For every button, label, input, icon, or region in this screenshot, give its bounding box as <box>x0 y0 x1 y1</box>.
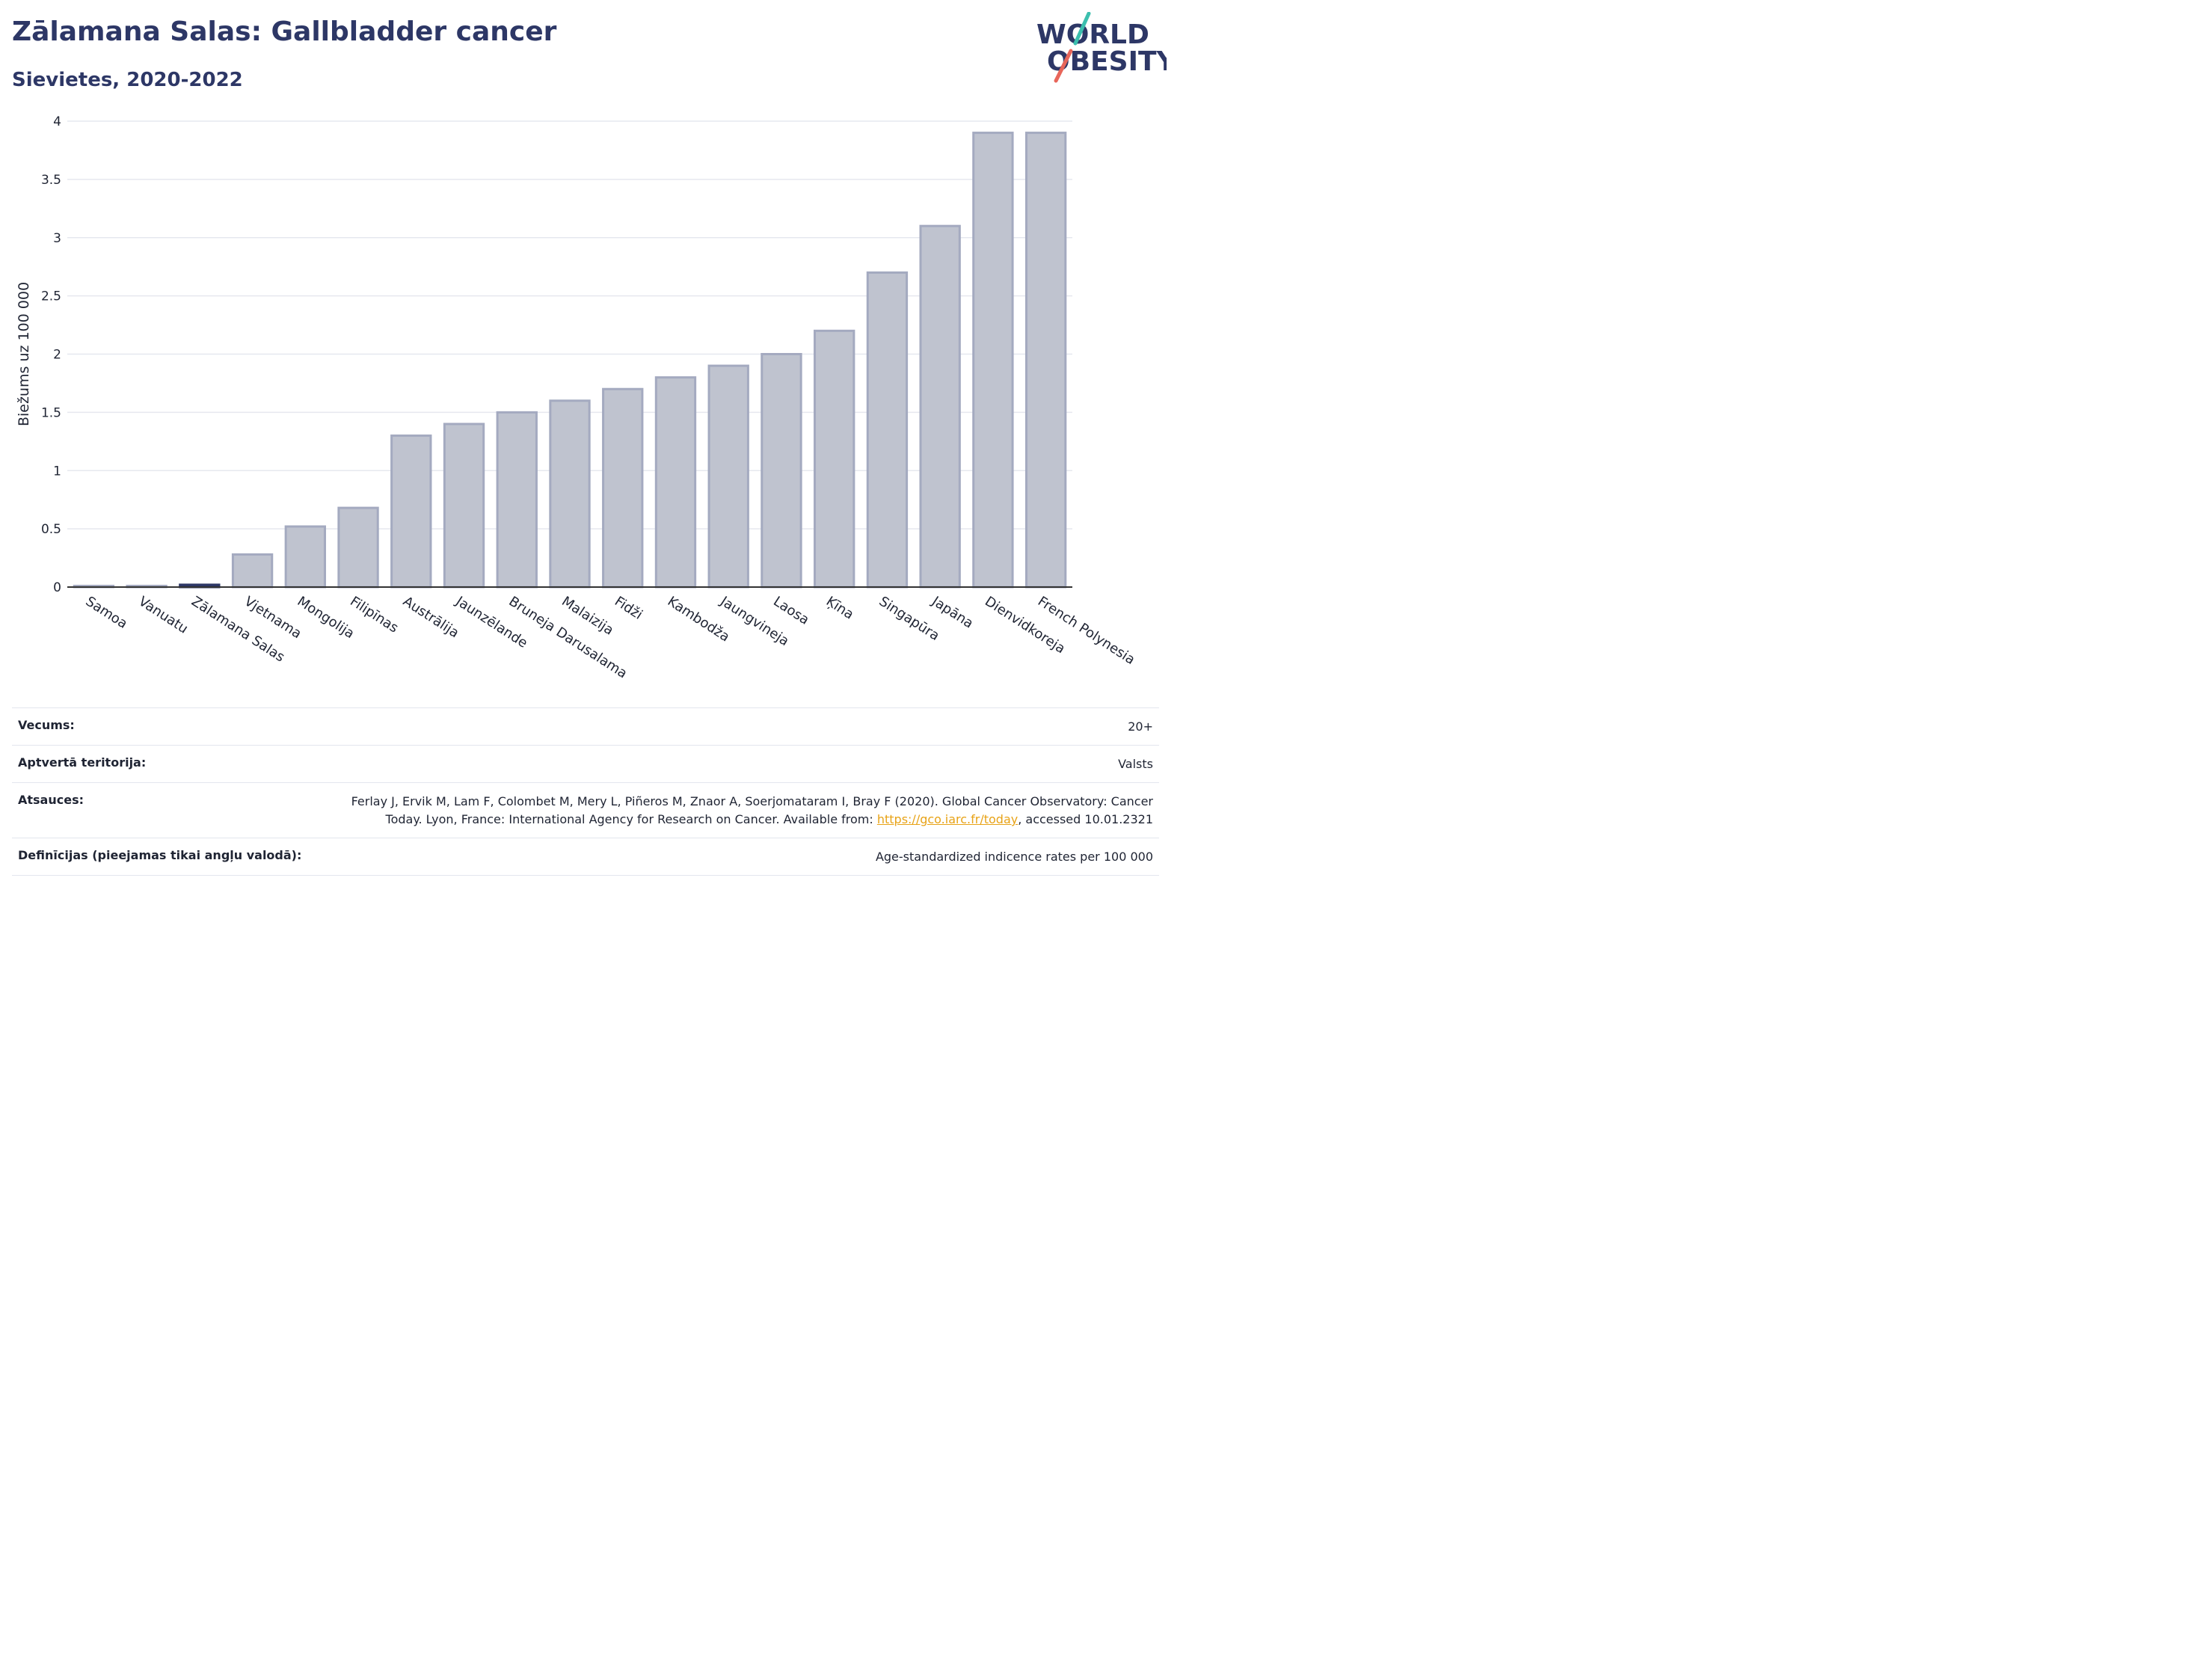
info-row-territory: Aptvertā teritorija: Valsts <box>12 745 1159 782</box>
bar-filipīnas <box>337 506 379 589</box>
info-row-references: Atsauces: Ferlay J, Ervik M, Lam F, Colo… <box>12 782 1159 838</box>
chart-subtitle: Sievietes, 2020-2022 <box>12 69 243 91</box>
info-label-references: Atsauces: <box>18 793 84 807</box>
x-tick-label: French Polynesia <box>1035 594 1138 668</box>
reference-link[interactable]: https://gco.iarc.fr/today <box>876 812 1019 826</box>
info-value-definitions: Age-standardized indicence rates per 100… <box>875 850 1153 864</box>
y-axis-label: Biežums uz 100 000 <box>16 282 32 426</box>
info-label-age: Vecums: <box>18 718 75 732</box>
x-tick-label: Laosa <box>770 594 811 628</box>
logo-slash-bottom <box>1054 49 1073 83</box>
logo-word-world: WORLD <box>1036 19 1149 50</box>
reference-text-line2: Today. Lyon, France: International Agenc… <box>385 812 877 826</box>
info-value-age: 20+ <box>1128 719 1153 734</box>
bar-ķīna <box>814 329 855 589</box>
y-tick-label: 1.5 <box>41 405 61 420</box>
y-tick-label: 0 <box>53 580 61 595</box>
x-tick-label: Samoa <box>83 594 130 632</box>
bar-french-polynesia <box>1024 132 1067 589</box>
y-axis-ticks: 0 0.5 1 1.5 2 2.5 3 3.5 4 <box>41 114 61 595</box>
bar-jaunzēlande <box>443 423 485 589</box>
info-value-territory: Valsts <box>1118 757 1153 771</box>
reference-text-line1: Ferlay J, Ervik M, Lam F, Colombet M, Me… <box>351 794 1153 808</box>
y-tick-label: 4 <box>53 114 61 129</box>
bar-mongolija <box>284 525 326 589</box>
world-obesity-logo: WORLD OBESITY <box>1036 12 1167 83</box>
info-value-references: Ferlay J, Ervik M, Lam F, Colombet M, Me… <box>351 793 1153 829</box>
y-tick-label: 1 <box>53 464 61 479</box>
bar-austrālija <box>390 435 432 589</box>
x-tick-label: Ķīna <box>823 594 856 623</box>
bar-malaizija <box>549 399 591 589</box>
x-tick-label: Mongolija <box>295 594 357 642</box>
info-label-territory: Aptvertā teritorija: <box>18 755 147 770</box>
bars <box>73 132 1067 589</box>
y-tick-label: 0.5 <box>41 522 61 537</box>
info-table: Vecums: 20+ Aptvertā teritorija: Valsts … <box>12 707 1159 876</box>
bar-singapūra <box>866 271 909 589</box>
bar-vjetnama <box>231 553 274 589</box>
bar-fidži <box>602 387 644 589</box>
y-tick-label: 2.5 <box>41 289 61 304</box>
x-tick-label: Austrālija <box>400 594 461 642</box>
reference-text-accessed: , accessed 10.01.2321 <box>1018 812 1153 826</box>
x-tick-label: Vanuatu <box>135 594 191 637</box>
y-tick-label: 2 <box>53 348 61 363</box>
bar-jaungvineja <box>707 364 749 589</box>
x-tick-label: Zālamana Salas <box>188 594 287 666</box>
info-row-age: Vecums: 20+ <box>12 707 1159 745</box>
logo-slash-top <box>1073 12 1091 46</box>
bar-japāna <box>919 224 961 589</box>
info-row-definitions: Definīcijas (pieejamas tikai angļu valod… <box>12 838 1159 876</box>
bar-kambodža <box>654 376 697 589</box>
bar-bruneja-darusalama <box>496 411 538 589</box>
bar-laosa <box>761 353 802 589</box>
info-label-definitions: Definīcijas (pieejamas tikai angļu valod… <box>18 848 302 862</box>
bar-dienvidkoreja <box>972 132 1014 589</box>
y-tick-label: 3.5 <box>41 173 61 188</box>
y-tick-label: 3 <box>53 231 61 246</box>
chart-title: Zālamana Salas: Gallbladder cancer <box>12 16 557 47</box>
x-tick-label: Fidži <box>612 594 645 623</box>
